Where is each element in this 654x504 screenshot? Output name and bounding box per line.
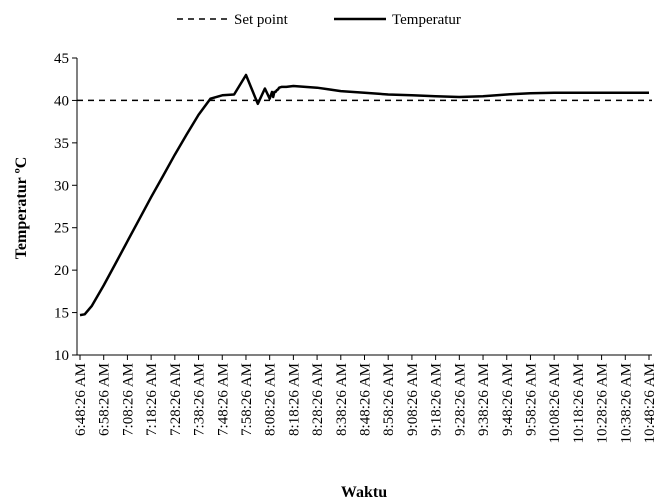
x-tick-label: 6:58:26 AM xyxy=(97,363,113,436)
x-tick-label: 7:28:26 AM xyxy=(168,363,184,436)
x-tick-label: 8:08:26 AM xyxy=(263,363,279,436)
legend: Set point Temperatur xyxy=(177,12,461,28)
x-tick-label: 10:48:26 AM xyxy=(642,363,654,443)
x-axis-ticks: 6:48:26 AM 6:58:26 AM 7:08:26 AM 7:18:26 AM… xyxy=(73,355,654,443)
x-axis-title: Waktu xyxy=(341,484,387,501)
x-tick-label: 8:48:26 AM xyxy=(358,363,374,436)
y-tick-label: 25 xyxy=(54,221,69,237)
y-tick-label: 35 xyxy=(54,136,69,152)
y-tick-label: 40 xyxy=(54,93,69,109)
y-axis-title: Temperatur ºC xyxy=(13,157,30,260)
x-tick-label: 7:18:26 AM xyxy=(144,363,160,436)
x-tick-label: 9:28:26 AM xyxy=(452,363,468,436)
x-tick-label: 10:28:26 AM xyxy=(595,363,611,443)
y-tick-label: 20 xyxy=(54,263,69,279)
x-tick-label: 10:08:26 AM xyxy=(547,363,563,443)
x-tick-label: 7:58:26 AM xyxy=(239,363,255,436)
y-tick-label: 15 xyxy=(54,306,69,322)
x-tick-label: 9:18:26 AM xyxy=(429,363,445,436)
y-axis-ticks: 10 15 20 25 30 35 40 45 xyxy=(54,51,77,364)
legend-label-set-point: Set point xyxy=(234,12,289,28)
x-tick-label: 8:38:26 AM xyxy=(334,363,350,436)
x-tick-label: 7:48:26 AM xyxy=(215,363,231,436)
x-tick-label: 8:58:26 AM xyxy=(381,363,397,436)
x-tick-label: 9:38:26 AM xyxy=(476,363,492,436)
series-lines xyxy=(77,73,652,317)
x-tick-label: 10:38:26 AM xyxy=(618,363,634,443)
x-tick-label: 9:08:26 AM xyxy=(405,363,421,436)
y-tick-label: 10 xyxy=(54,348,69,364)
axes xyxy=(76,58,652,356)
x-tick-label: 7:38:26 AM xyxy=(192,363,208,436)
series-line-temperatur xyxy=(79,73,649,317)
y-tick-label: 30 xyxy=(54,178,69,194)
x-tick-label: 8:18:26 AM xyxy=(286,363,302,436)
y-tick-label: 45 xyxy=(54,51,69,67)
x-tick-label: 7:08:26 AM xyxy=(120,363,136,436)
x-tick-label: 9:58:26 AM xyxy=(523,363,539,436)
legend-label-temperatur: Temperatur xyxy=(392,12,461,28)
x-tick-label: 8:28:26 AM xyxy=(310,363,326,436)
x-tick-label: 9:48:26 AM xyxy=(500,363,516,436)
x-tick-label: 10:18:26 AM xyxy=(571,363,587,443)
x-tick-label: 6:48:26 AM xyxy=(73,363,89,436)
